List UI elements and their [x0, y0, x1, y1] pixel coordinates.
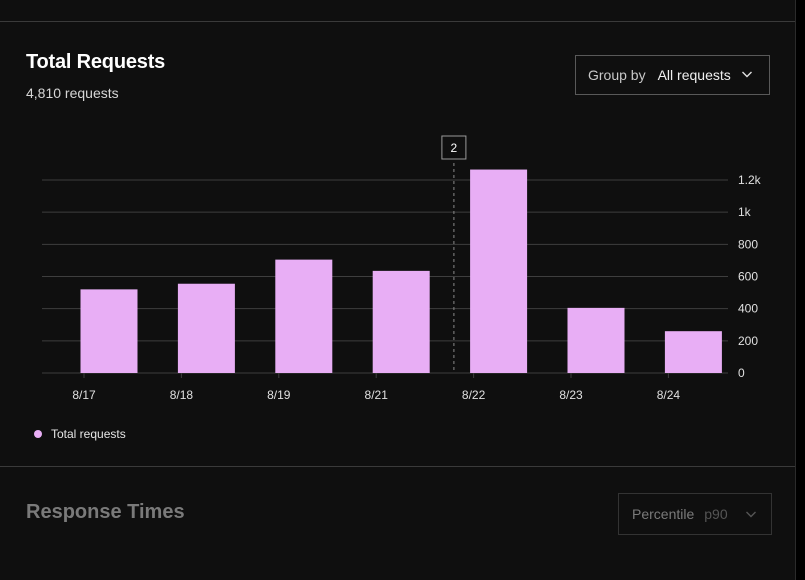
- bar: [470, 169, 528, 373]
- y-tick-label: 800: [738, 237, 758, 251]
- group-by-select[interactable]: Group by All requests: [575, 55, 770, 95]
- x-tick-label: 8/19: [267, 388, 291, 402]
- x-tick-label: 8/22: [462, 388, 486, 402]
- chevron-down-icon: [746, 511, 756, 518]
- x-tick-label: 8/24: [657, 388, 681, 402]
- bar: [80, 289, 138, 373]
- group-by-label: Group by: [588, 67, 646, 83]
- bar: [567, 307, 625, 373]
- response-times-title: Response Times: [26, 501, 185, 523]
- bar: [177, 283, 235, 373]
- percentile-value: p90: [704, 506, 728, 522]
- x-tick-label: 8/23: [559, 388, 583, 402]
- legend-label: Total requests: [51, 427, 126, 441]
- request-count: 4,810 requests: [26, 85, 119, 101]
- x-tick-label: 8/21: [365, 388, 389, 402]
- bar: [372, 270, 430, 373]
- x-tick-label: 8/17: [72, 388, 96, 402]
- y-tick-label: 600: [738, 270, 758, 284]
- panel-title: Total Requests: [26, 51, 166, 73]
- y-tick-label: 1.2k: [738, 173, 762, 187]
- x-tick-label: 8/18: [170, 388, 194, 402]
- hover-tooltip-label: 2: [451, 141, 458, 155]
- group-by-value: All requests: [657, 67, 731, 83]
- section-divider: [0, 466, 795, 467]
- chevron-down-icon: [742, 71, 752, 78]
- chart-legend: Total requests: [34, 427, 126, 441]
- bar: [275, 259, 333, 373]
- requests-bar-chart: 0 200 400 600 800 1k 1.2k 8/17 8/18 8/19 8/21 8/22 8…: [42, 135, 762, 402]
- y-tick-label: 0: [738, 366, 745, 380]
- percentile-label: Percentile: [632, 506, 695, 522]
- top-divider: [0, 21, 795, 22]
- y-tick-label: 400: [738, 302, 758, 316]
- bar: [664, 331, 722, 373]
- percentile-select[interactable]: Percentile p90: [618, 493, 772, 535]
- y-tick-label: 200: [738, 334, 758, 348]
- legend-swatch: [34, 430, 42, 438]
- hover-tooltip-box: [441, 135, 467, 160]
- y-tick-label: 1k: [738, 205, 752, 219]
